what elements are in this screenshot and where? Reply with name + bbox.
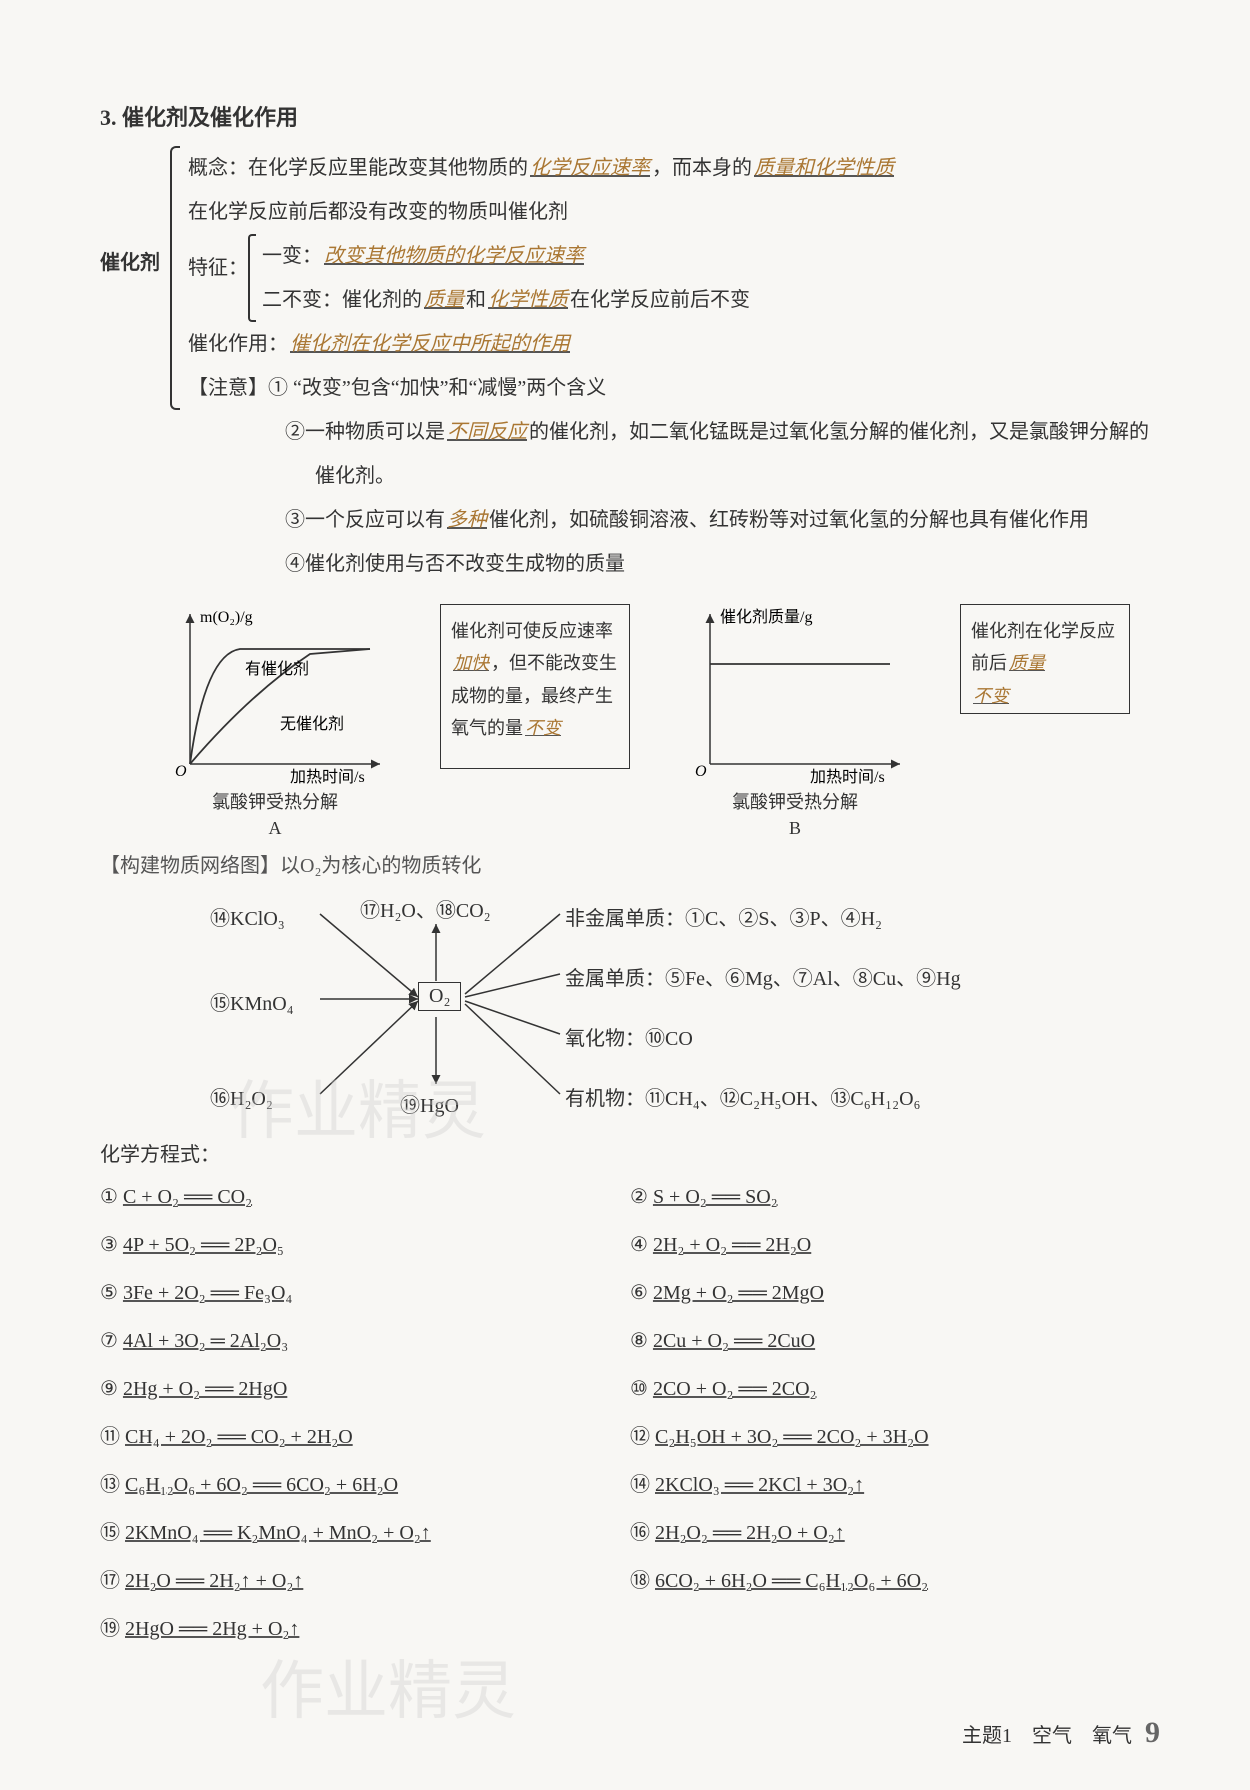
feature-row: 特征： 一变：改变其他物质的化学反应速率 二不变：催化剂的质量和化学性质在化学反… (188, 234, 750, 322)
notes-label-line: 【注意】① “改变”包含“加快”和“减慢”两个含义 (188, 366, 1160, 410)
action-pre: 催化作用： (188, 333, 288, 355)
svg-text:O: O (695, 763, 707, 780)
equation-17: ⑰ 2H₂O ══ 2H₂↑ + O₂↑ (100, 1557, 630, 1605)
feat1-pre: 一变： (262, 245, 322, 267)
concept-b1: 化学反应速率 (528, 157, 652, 179)
network-diagram: ⑭KClO₃ ⑮KMnO₄ ⑯H₂O₂ ⑰H₂O、⑱CO₂ O₂ ⑲HgO 非金… (190, 884, 1160, 1134)
chart-b-sub: B (789, 818, 801, 839)
equation-10: ⑩ 2CO + O₂ ══ 2CO₂ (630, 1365, 1160, 1413)
equation-9: ⑨ 2Hg + O₂ ══ 2HgO (100, 1365, 630, 1413)
concept-post: 在化学反应前后都没有改变的物质叫催化剂 (188, 201, 568, 223)
net-top: ⑰H₂O、⑱CO₂ (360, 894, 491, 923)
feature-items: 一变：改变其他物质的化学反应速率 二不变：催化剂的质量和化学性质在化学反应前后不… (262, 234, 750, 322)
net-center: O₂ (418, 982, 461, 1011)
equation-12: ⑫ C₂H₅OH + 3O₂ ══ 2CO₂ + 3H₂O (630, 1413, 1160, 1461)
note1: ① “改变”包含“加快”和“减慢”两个含义 (268, 377, 606, 399)
charts-row: m(O₂)/g 有催化剂 无催化剂 O 加热时间/s 氯酸钾受热分解 A 催化剂… (160, 604, 1160, 839)
equation-4: ④ 2H₂ + O₂ ══ 2H₂O (630, 1221, 1160, 1269)
notes-block: ②一种物质可以是不同反应的催化剂，如二氧化锰既是过氧化氢分解的催化剂，又是氯酸钾… (285, 410, 1160, 586)
catalyst-label: 催化剂 (100, 146, 170, 410)
net-right-1: 金属单质：⑤Fe、⑥Mg、⑦Al、⑧Cu、⑨Hg (565, 962, 961, 991)
net-left-2: ⑯H₂O₂ (210, 1082, 273, 1111)
catalyst-content: 概念：在化学反应里能改变其他物质的化学反应速率，而本身的质量和化学性质 在化学反… (188, 146, 1160, 410)
chart-b-xlabel: 加热时间/s (810, 768, 885, 784)
action-line: 催化作用：催化剂在化学反应中所起的作用 (188, 322, 1160, 366)
feat2-pre: 二不变：催化剂的 (262, 289, 422, 311)
net-right-3: 有机物：⑪CH₄、⑫C₂H₅OH、⑬C₆H₁₂O₆ (565, 1082, 921, 1111)
concept-b2: 质量和化学性质 (752, 157, 896, 179)
feature-label: 特征： (188, 234, 248, 322)
chart-a-box: 催化剂可使反应速率加快，但不能改变生成物的量，最终产生氧气的量不变 (440, 604, 630, 769)
equation-15: ⑮ 2KMnO₄ ══ K₂MnO₄ + MnO₂ + O₂↑ (100, 1509, 630, 1557)
equation-8: ⑧ 2Cu + O₂ ══ 2CuO (630, 1317, 1160, 1365)
note2: ②一种物质可以是不同反应的催化剂，如二氧化锰既是过氧化氢分解的催化剂，又是氯酸钾… (285, 410, 1160, 498)
chart-a-svg: m(O₂)/g 有催化剂 无催化剂 O 加热时间/s (160, 604, 390, 784)
equation-14: ⑭ 2KClO₃ ══ 2KCl + 3O₂↑ (630, 1461, 1160, 1509)
net-left-1: ⑮KMnO₄ (210, 987, 294, 1016)
note4: ④催化剂使用与否不改变生成物的质量 (285, 542, 1160, 586)
chart-a-caption: 氯酸钾受热分解 (212, 788, 338, 814)
chart-a-line2: 无催化剂 (280, 715, 344, 733)
equation-7: ⑦ 4Al + 3O₂ ═ 2Al₂O₃ (100, 1317, 630, 1365)
chart-a-ylabel: m(O₂)/g (200, 609, 253, 626)
chart-a-line1: 有催化剂 (245, 660, 309, 678)
equation-18: ⑱ 6CO₂ + 6H₂O ══ C₆H₁₂O₆ + 6O₂ (630, 1557, 1160, 1605)
equation-13: ⑬ C₆H₁₂O₆ + 6O₂ ══ 6CO₂ + 6H₂O (100, 1461, 630, 1509)
net-right-2: 氧化物：⑩CO (565, 1022, 693, 1051)
notes-label: 【注意】 (188, 377, 268, 399)
network-title: 【构建物质网络图】以O₂为核心的物质转化 (100, 849, 1160, 878)
chart-a-xlabel: 加热时间/s (290, 768, 365, 784)
chart-b-ylabel: 催化剂质量/g (720, 608, 812, 626)
chart-a-sub: A (269, 818, 282, 839)
page: 3. 催化剂及催化作用 催化剂 概念：在化学反应里能改变其他物质的化学反应速率，… (0, 0, 1250, 1790)
equation-19: ⑲ 2HgO ══ 2Hg + O₂↑ (100, 1605, 630, 1653)
feat2-b2: 化学性质 (486, 289, 570, 311)
page-footer: 主题1 空气 氧气 9 (962, 1716, 1160, 1750)
feat1-b: 改变其他物质的化学反应速率 (322, 245, 586, 267)
chart-b-box: 催化剂在化学反应前后质量不变 (960, 604, 1130, 714)
net-bottom: ⑲HgO (400, 1089, 459, 1118)
equation-3: ③ 4P + 5O₂ ══ 2P₂O₅ (100, 1221, 630, 1269)
equation-5: ⑤ 3Fe + 2O₂ ══ Fe₃O₄ (100, 1269, 630, 1317)
footer-topic: 主题1 空气 氧气 (962, 1725, 1132, 1747)
chart-a: m(O₂)/g 有催化剂 无催化剂 O 加热时间/s 氯酸钾受热分解 A (160, 604, 390, 839)
concept-mid: ，而本身的 (652, 157, 752, 179)
bracket-sub (248, 234, 256, 322)
equation-1: ① C + O₂ ══ CO₂ (100, 1173, 630, 1221)
catalyst-block: 催化剂 概念：在化学反应里能改变其他物质的化学反应速率，而本身的质量和化学性质 … (100, 146, 1160, 410)
equation-6: ⑥ 2Mg + O₂ ══ 2MgO (630, 1269, 1160, 1317)
watermark-2: 作业精灵 (260, 1640, 516, 1732)
svg-text:O: O (175, 763, 187, 780)
chart-b-svg: 催化剂质量/g O 加热时间/s (680, 604, 910, 784)
equations-title: 化学方程式： (100, 1138, 1160, 1167)
feat2-post: 在化学反应前后不变 (570, 289, 750, 311)
feat2-mid: 和 (466, 289, 486, 311)
equations-list: ① C + O₂ ══ CO₂② S + O₂ ══ SO₂③ 4P + 5O₂… (100, 1173, 1160, 1653)
equation-16: ⑯ 2H₂O₂ ══ 2H₂O + O₂↑ (630, 1509, 1160, 1557)
footer-page: 9 (1145, 1716, 1160, 1749)
note3: ③一个反应可以有多种催化剂，如硫酸铜溶液、红砖粉等对过氧化氢的分解也具有催化作用 (285, 498, 1160, 542)
feat2-b1: 质量 (422, 289, 466, 311)
section-heading: 3. 催化剂及催化作用 (100, 100, 1160, 132)
concept-pre: 概念：在化学反应里能改变其他物质的 (188, 157, 528, 179)
action-b: 催化剂在化学反应中所起的作用 (288, 333, 572, 355)
concept-line: 概念：在化学反应里能改变其他物质的化学反应速率，而本身的质量和化学性质 在化学反… (188, 146, 1160, 234)
chart-b-caption: 氯酸钾受热分解 (732, 788, 858, 814)
chart-b: 催化剂质量/g O 加热时间/s 氯酸钾受热分解 B (680, 604, 910, 839)
net-right-0: 非金属单质：①C、②S、③P、④H₂ (565, 902, 882, 931)
net-left-0: ⑭KClO₃ (210, 902, 285, 931)
equation-2: ② S + O₂ ══ SO₂ (630, 1173, 1160, 1221)
equation-11: ⑪ CH₄ + 2O₂ ══ CO₂ + 2H₂O (100, 1413, 630, 1461)
bracket-main (170, 146, 180, 410)
